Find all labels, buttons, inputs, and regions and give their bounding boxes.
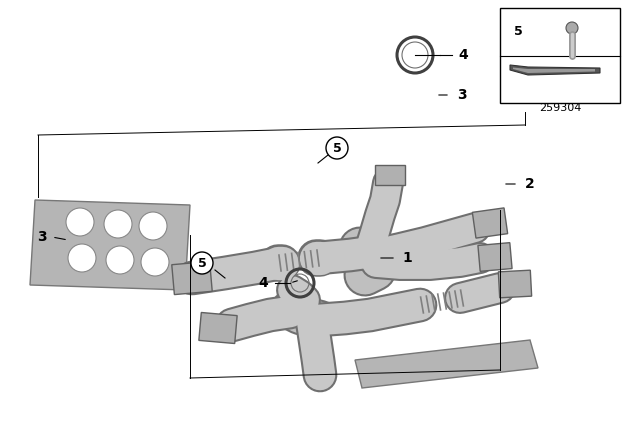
Text: 4: 4 bbox=[458, 48, 468, 62]
Polygon shape bbox=[30, 200, 190, 290]
Circle shape bbox=[106, 246, 134, 274]
Circle shape bbox=[191, 252, 213, 274]
Polygon shape bbox=[513, 68, 595, 73]
Text: 4: 4 bbox=[258, 276, 268, 290]
Polygon shape bbox=[172, 261, 212, 295]
Circle shape bbox=[141, 248, 169, 276]
Text: 2: 2 bbox=[525, 177, 535, 191]
Text: 3: 3 bbox=[37, 230, 47, 244]
Polygon shape bbox=[472, 208, 508, 238]
Polygon shape bbox=[375, 165, 405, 185]
Polygon shape bbox=[355, 340, 538, 388]
Polygon shape bbox=[510, 65, 600, 75]
Circle shape bbox=[566, 22, 578, 34]
Text: 5: 5 bbox=[333, 142, 341, 155]
Text: 259304: 259304 bbox=[539, 103, 581, 113]
Polygon shape bbox=[478, 243, 512, 271]
Text: 1: 1 bbox=[402, 251, 412, 265]
Polygon shape bbox=[499, 270, 532, 298]
Text: 5: 5 bbox=[514, 25, 522, 38]
Polygon shape bbox=[199, 313, 237, 344]
Circle shape bbox=[326, 137, 348, 159]
Text: 3: 3 bbox=[457, 88, 467, 102]
Text: 5: 5 bbox=[198, 257, 206, 270]
Circle shape bbox=[139, 212, 167, 240]
Circle shape bbox=[104, 210, 132, 238]
Circle shape bbox=[68, 244, 96, 272]
Bar bbox=[500, 8, 620, 103]
Circle shape bbox=[66, 208, 94, 236]
